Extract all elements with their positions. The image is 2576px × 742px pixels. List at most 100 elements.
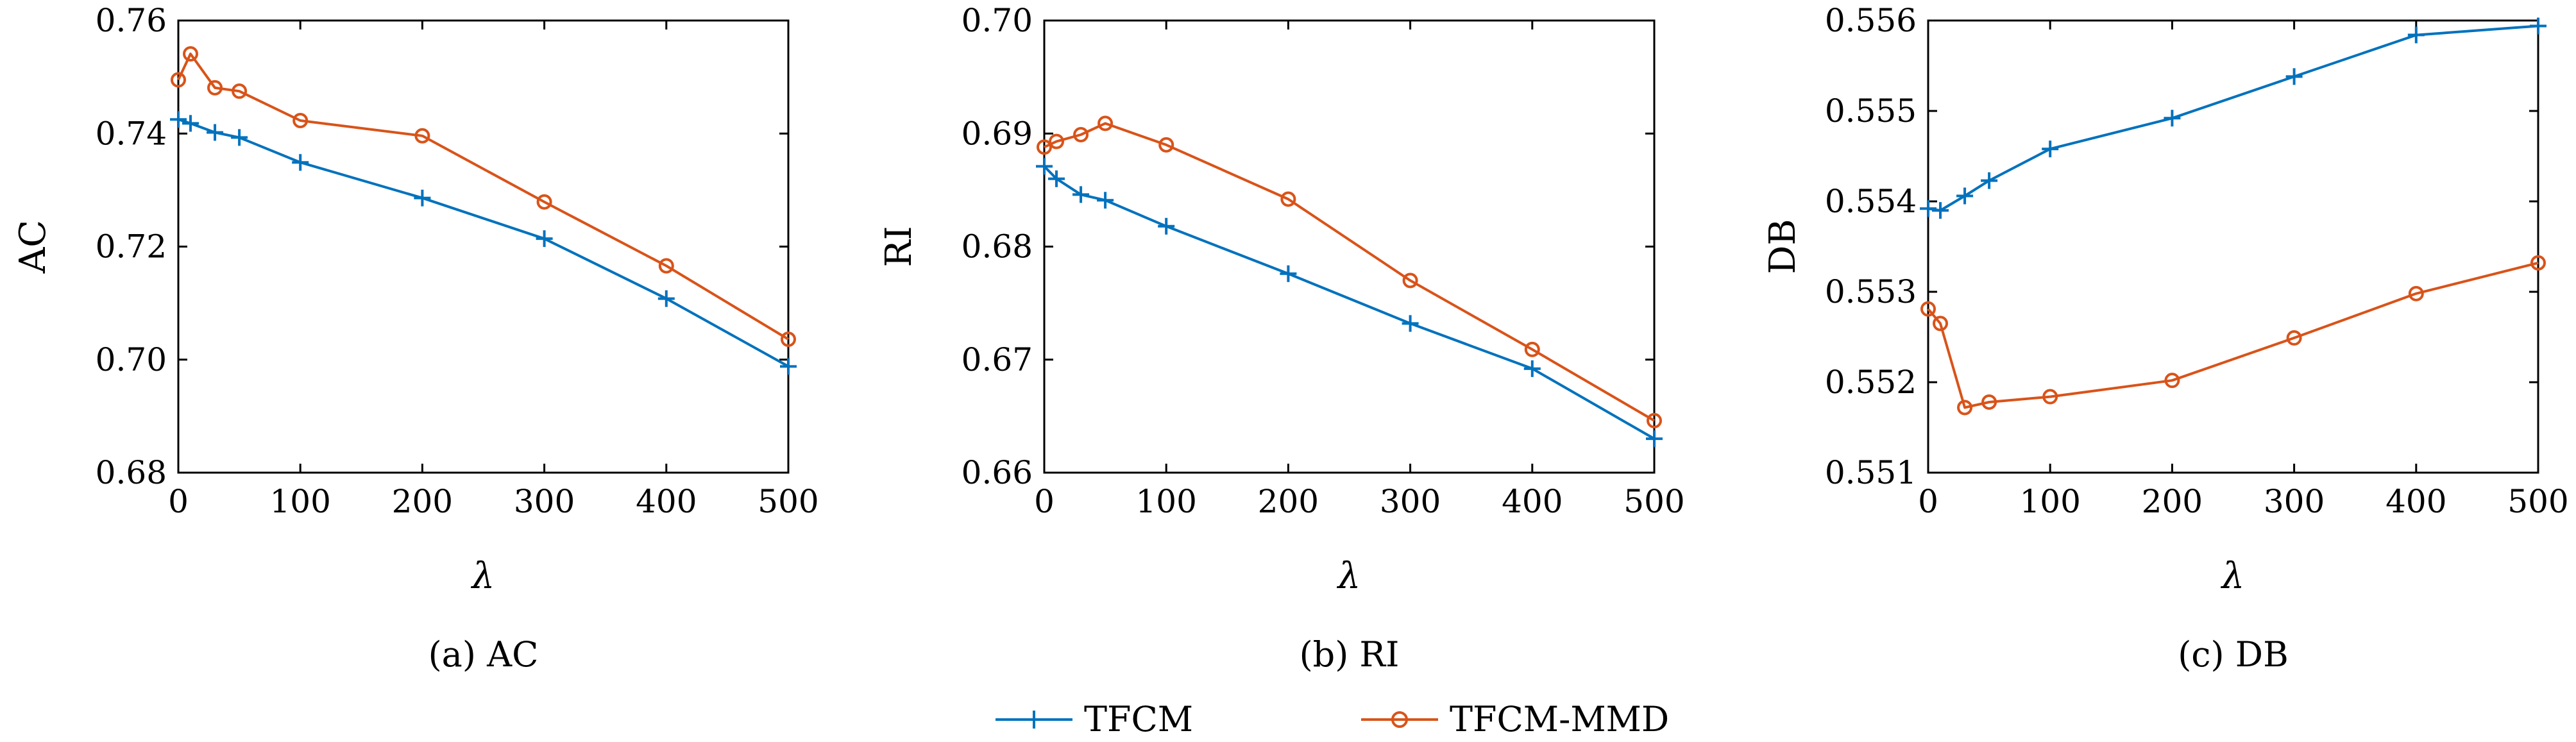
x-tick-label: 400 <box>2385 483 2446 520</box>
data-point-plus <box>207 124 224 141</box>
y-tick-label: 0.74 <box>96 115 167 152</box>
data-point-circle <box>781 332 796 348</box>
legend-item-tfcm: TFCM <box>996 699 1193 739</box>
y-tick-label: 0.551 <box>1825 454 1917 491</box>
data-point-circle <box>2530 255 2546 271</box>
data-point-plus <box>182 115 199 132</box>
data-point-plus <box>1981 172 1998 189</box>
x-tick-label: 0 <box>1918 483 1938 520</box>
x-axis-label: λ <box>2221 555 2245 597</box>
data-point-plus <box>170 111 187 128</box>
data-point-circle <box>536 194 552 210</box>
y-tick-label: 0.76 <box>96 2 167 39</box>
x-tick-label: 500 <box>2507 483 2568 520</box>
data-point-plus <box>1048 170 1065 187</box>
data-point-circle <box>1957 400 1973 416</box>
x-tick-label: 100 <box>1135 483 1196 520</box>
legend-item-tfcm-mmd: TFCM-MMD <box>1361 699 1669 739</box>
series-tfcm-mmd <box>1037 115 1662 428</box>
series-line-tfcm-mmd <box>1044 122 1656 422</box>
x-tick-label: 200 <box>392 483 453 520</box>
plot-frame <box>177 19 790 474</box>
data-point-circle <box>1073 127 1089 143</box>
data-point-plus <box>2285 68 2303 85</box>
data-point-circle <box>1158 137 1174 153</box>
panel-caption: (c) DB <box>2178 634 2289 675</box>
x-tick-label: 300 <box>2264 483 2325 520</box>
data-point-plus <box>1072 186 1090 203</box>
chart-db: 0.551 0.552 0.553 0.554 0.555 0.556 0 100 200 300… <box>1762 2 2569 675</box>
x-tick-label: 500 <box>1623 483 1684 520</box>
data-point-circle <box>1981 394 1997 410</box>
data-point-plus <box>657 290 675 307</box>
series-tfcm-mmd <box>1920 255 2546 416</box>
data-point-plus <box>1956 187 1974 205</box>
x-axis-label: λ <box>1337 555 1361 597</box>
series-tfcm <box>1920 17 2546 219</box>
data-point-circle <box>1402 273 1418 289</box>
series-line-tfcm <box>1043 165 1655 440</box>
y-axis-label: RI <box>878 226 920 267</box>
series-tfcm <box>170 111 797 375</box>
series-line-tfcm-mmd <box>1927 261 2539 409</box>
y-axis-label: AC <box>12 220 54 274</box>
y-axis-label: DB <box>1762 219 1804 274</box>
series-line-tfcm <box>1928 24 2539 212</box>
data-point-circle <box>1524 341 1540 357</box>
y-tick-label: 0.556 <box>1825 2 1917 39</box>
data-point-circle <box>1049 133 1065 149</box>
series-line-tfcm-mmd <box>177 53 790 341</box>
x-tick-label: 100 <box>2019 483 2080 520</box>
legend-marker-tfcm-mmd <box>1391 711 1408 728</box>
data-point-plus <box>536 230 553 248</box>
y-tick-label: 0.66 <box>962 454 1033 491</box>
plot-frame <box>1043 19 1656 474</box>
data-point-plus <box>1920 200 1936 217</box>
data-point-plus <box>2042 140 2059 158</box>
data-point-plus <box>2164 110 2181 127</box>
data-point-circle <box>232 83 248 99</box>
y-tick-label: 0.70 <box>962 2 1033 39</box>
data-point-plus <box>1402 315 1419 332</box>
x-tick-label: 0 <box>1034 483 1055 520</box>
data-point-plus <box>1646 430 1663 448</box>
x-tick-label: 200 <box>2142 483 2203 520</box>
data-point-plus <box>2407 26 2425 44</box>
data-point-circle <box>207 80 223 96</box>
y-tick-label: 0.68 <box>962 228 1033 266</box>
legend-marker-tfcm <box>1025 711 1043 729</box>
x-tick-label: 300 <box>514 483 575 520</box>
data-point-circle <box>2164 373 2180 389</box>
y-tick-label: 0.555 <box>1825 92 1917 130</box>
data-point-plus <box>1523 360 1541 377</box>
series-tfcm-mmd <box>171 46 796 348</box>
data-point-circle <box>414 128 430 144</box>
panel-caption: (b) RI <box>1300 634 1400 675</box>
data-point-circle <box>1920 301 1936 317</box>
data-point-plus <box>1280 265 1297 282</box>
y-tick-label: 0.554 <box>1825 183 1917 220</box>
y-tick-label: 0.69 <box>962 115 1033 152</box>
data-point-plus <box>1036 158 1053 175</box>
data-point-circle <box>2042 389 2058 405</box>
y-tick-label: 0.552 <box>1825 364 1917 401</box>
data-point-circle <box>2408 285 2424 301</box>
data-point-circle <box>171 72 186 88</box>
plot-frame <box>1927 19 2539 474</box>
data-point-plus <box>1097 192 1114 209</box>
data-point-plus <box>1932 202 1949 219</box>
y-tick-label: 0.68 <box>96 454 167 491</box>
data-point-circle <box>1933 316 1949 332</box>
y-tick-label: 0.553 <box>1825 273 1917 310</box>
data-point-circle <box>183 46 199 62</box>
series-line-tfcm <box>178 118 789 368</box>
data-point-plus <box>292 154 309 171</box>
data-point-circle <box>1037 139 1052 155</box>
legend: TFCM TFCM-MMD <box>996 699 1669 739</box>
x-tick-label: 400 <box>1502 483 1563 520</box>
x-tick-label: 400 <box>636 483 697 520</box>
panel-caption: (a) AC <box>428 634 539 675</box>
x-tick-label: 0 <box>168 483 189 520</box>
y-tick-label: 0.67 <box>962 341 1033 378</box>
